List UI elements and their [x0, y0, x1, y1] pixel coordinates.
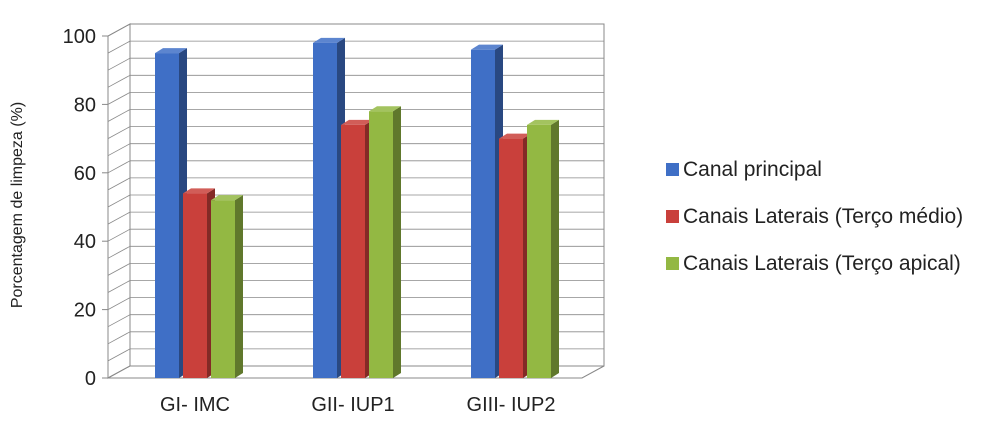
gridline-side [107, 143, 131, 157]
gridline-side [107, 263, 131, 276]
bar [341, 119, 373, 379]
bar-side-face [551, 119, 559, 379]
gridline-side [107, 297, 131, 310]
gridline-side [107, 194, 131, 208]
bar-top-face [313, 37, 345, 43]
y-axis-ticks: 0 20 40 60 80 100 [63, 26, 108, 390]
x-tick-label: GIII- IUP2 [467, 394, 556, 416]
legend-label: Canais Laterais (Terço médio) [683, 205, 963, 228]
bar-front-face [527, 124, 551, 378]
bar-front-face [369, 111, 393, 379]
legend-swatch [666, 163, 679, 176]
bar-top-face [369, 106, 401, 112]
gridline-side [107, 74, 131, 88]
legend: Canal principal Canais Laterais (Terço mé… [666, 158, 963, 275]
y-tick-label: 100 [63, 26, 96, 48]
bar-front-face [183, 193, 207, 378]
x-tick-label: GI- IMC [160, 394, 230, 416]
bar-front-face [211, 200, 235, 378]
gridline-side [107, 280, 131, 293]
legend-swatch [666, 257, 679, 270]
gridline-side [107, 348, 131, 362]
bar-front-face [155, 53, 179, 378]
bar [183, 188, 215, 378]
legend-label: Canal principal [683, 158, 822, 181]
bar-side-face [393, 106, 401, 379]
gridline-side [107, 314, 131, 328]
bar-top-face [155, 48, 187, 54]
y-tick-label: 60 [74, 163, 96, 185]
bar-front-face [499, 138, 523, 378]
gridline-side [107, 177, 131, 191]
bar-top-face [341, 119, 373, 125]
gridline-side [107, 160, 131, 174]
bar-top-face [471, 44, 503, 50]
y-tick-label: 80 [74, 94, 96, 116]
bar [369, 106, 401, 379]
x-axis-ticks: GI- IMC GII- IUP1 GIII- IUP2 [160, 394, 555, 416]
bar [211, 195, 243, 378]
y-tick-label: 0 [85, 368, 96, 390]
bar-front-face [341, 124, 365, 378]
gridline-side [107, 245, 131, 259]
bar-top-face [499, 133, 531, 139]
bar [313, 37, 345, 379]
bar-side-face [235, 195, 243, 378]
gridline-side [107, 23, 131, 37]
bar [499, 133, 531, 378]
y-axis-label: Porcentagem de limpeza (%) [9, 102, 26, 308]
gridline-side [107, 109, 131, 122]
bar-top-face [183, 188, 215, 194]
gridline-side [107, 365, 131, 379]
bar [527, 119, 559, 379]
gridline-side [107, 40, 131, 54]
bar-top-face [527, 119, 559, 125]
legend-swatch [666, 210, 679, 223]
bar [471, 44, 503, 379]
gridline-side [107, 92, 131, 105]
gridline-side [107, 126, 131, 139]
bar-top-face [211, 195, 243, 201]
bar-front-face [313, 42, 337, 379]
legend-label: Canais Laterais (Terço apical) [683, 252, 961, 275]
gridline-side [107, 57, 131, 71]
gridline-side [107, 211, 131, 225]
bar [155, 48, 187, 378]
y-tick-label: 40 [74, 231, 96, 253]
gridline-side [107, 331, 131, 345]
x-tick-label: GII- IUP1 [311, 394, 394, 416]
bars [155, 37, 559, 379]
bar-front-face [471, 49, 495, 379]
gridline-side [107, 228, 131, 242]
y-tick-label: 20 [74, 300, 96, 322]
